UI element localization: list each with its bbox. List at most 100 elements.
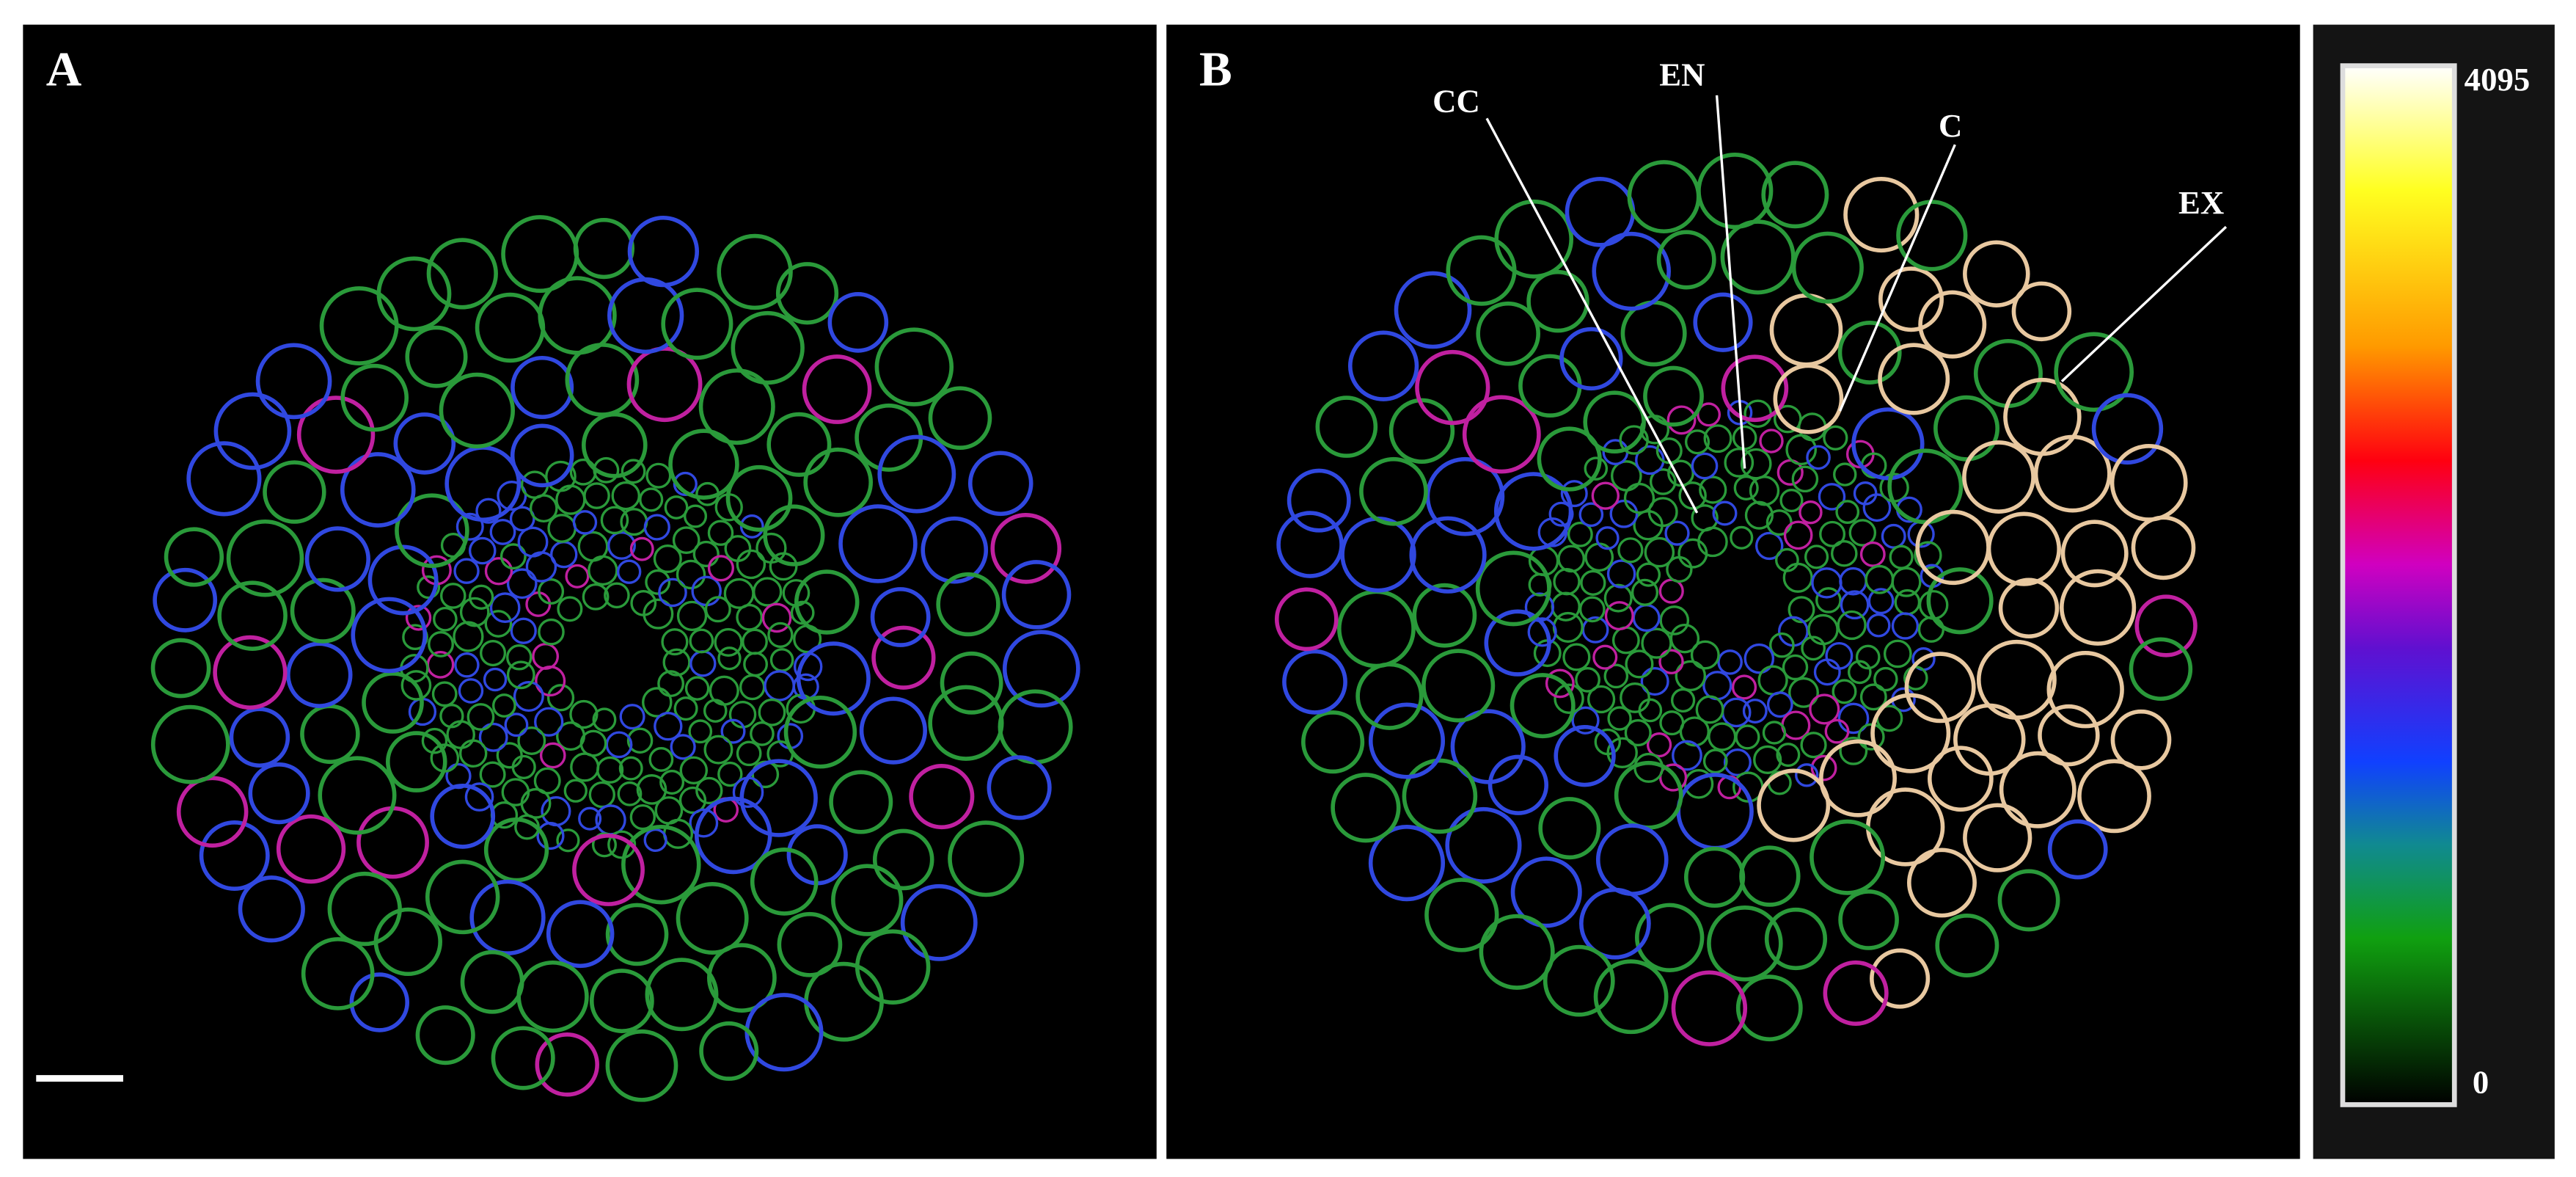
cell [1579,887,1651,960]
cell [455,512,484,541]
cell [556,828,580,853]
cell [393,412,456,475]
cell [1641,627,1672,659]
cell [731,310,805,385]
cell [654,712,683,741]
cell [1835,500,1860,524]
cell [616,559,642,584]
cell [1368,825,1446,902]
cell [1276,511,1344,578]
cell [725,464,793,532]
cell [653,544,682,574]
cell [150,704,230,784]
annotation: EN [1659,56,1705,92]
cell [1963,803,2032,872]
cell [1935,914,1999,977]
cell [672,526,700,554]
cell [439,372,516,449]
cell [987,755,1052,820]
cell [1359,456,1428,526]
cell [1510,673,1576,739]
cell [1757,768,1831,842]
cell [838,504,918,583]
cell [1678,481,1707,510]
cell [1445,806,1522,884]
cell [1526,269,1589,333]
cell [469,879,546,956]
cell [1819,739,1897,817]
cell [676,600,708,632]
cell [1578,596,1606,623]
cell [900,883,978,961]
cell [1823,960,1889,1027]
cell [458,678,484,704]
cell [538,618,565,646]
cell [1806,445,1831,470]
cell [1870,948,1931,1009]
cell [431,681,458,707]
cell [1421,649,1496,723]
cell [1873,666,1898,692]
cell [1672,740,1702,771]
cell [430,783,496,849]
cell [1754,531,1784,561]
cell [1753,745,1782,774]
cell [707,555,734,582]
cell [1670,688,1696,713]
cell [492,693,516,718]
cell [684,504,708,528]
cell [605,731,633,759]
cell [1640,667,1669,696]
cell [1624,719,1652,747]
cell [948,820,1025,897]
cell [1717,649,1743,675]
cell [1766,691,1793,718]
cell [1926,567,1994,635]
cell [877,434,956,514]
cell [803,447,874,517]
cell [736,549,766,580]
cell [557,596,583,622]
cell [545,460,577,492]
cell [1740,448,1772,480]
cell [478,722,508,752]
colorbar-min: 0 [2473,1064,2489,1101]
cell [578,806,602,831]
cell [1724,448,1754,478]
cell [699,1021,759,1081]
cell [304,526,370,592]
cell [276,814,346,884]
cell [645,569,671,595]
cell [573,217,634,280]
cell [1914,541,1942,569]
cell [827,292,889,353]
cell [678,786,707,815]
cell [1683,846,1746,908]
cell [1331,773,1401,843]
cell [1720,219,1796,295]
cell [1878,343,1950,415]
colorbar-max: 4095 [2465,61,2531,98]
cell [1510,856,1582,928]
cell [2011,281,2072,342]
cell [510,617,537,644]
cell [1647,497,1678,528]
cell [717,233,793,310]
cell [1723,748,1752,777]
cell [1810,819,1886,895]
cell [290,577,356,644]
cell [1634,903,1705,972]
cell [664,495,689,520]
cell [1347,330,1419,401]
cell [395,493,469,568]
cell [583,482,610,509]
cell [475,498,502,524]
cell [1933,395,1999,462]
cell [936,572,1000,637]
cell [670,734,696,760]
cell [351,597,428,674]
cell [301,937,375,1010]
cell [582,583,610,611]
cell [1537,426,1602,492]
cell [405,605,432,631]
